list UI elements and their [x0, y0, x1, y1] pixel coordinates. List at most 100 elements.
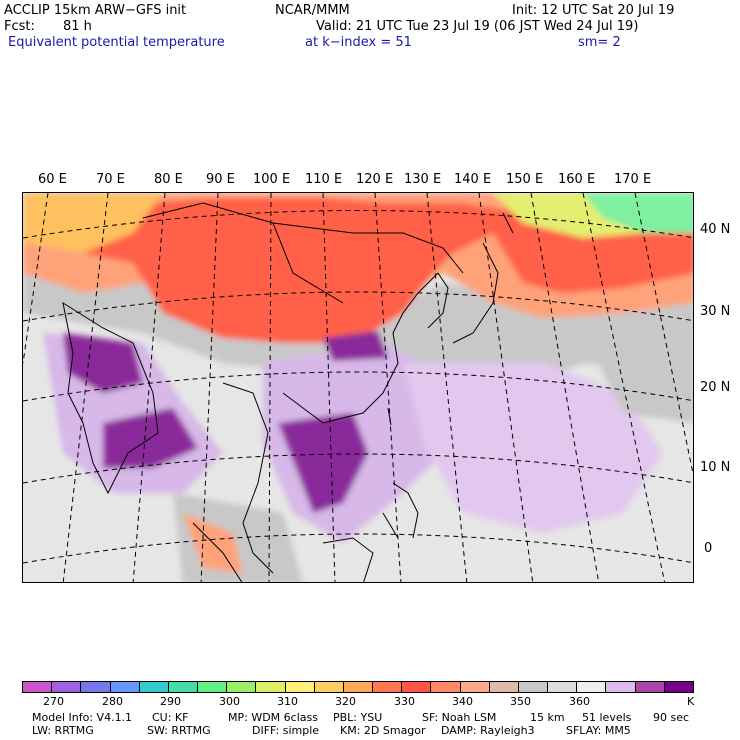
field-name: Equivalent potential temperature: [8, 35, 225, 50]
lon-label: 170 E: [614, 172, 652, 187]
colorbar-swatch: [168, 682, 199, 692]
model-info-sflay: SFLAY: MM5: [566, 724, 631, 737]
coastline-philippines: [382, 482, 419, 539]
colorbar-swatch: [285, 682, 315, 692]
coastline-sumatra: [192, 522, 243, 582]
purple-indochina: [278, 413, 368, 513]
model-info-mp: MP: WDM 6class: [228, 711, 318, 724]
lon-label: 80 E: [154, 172, 183, 187]
colorbar-swatch: [343, 682, 374, 692]
colorbar-swatch: [606, 682, 636, 692]
top-right-green: [583, 193, 693, 233]
colorbar-swatch: [548, 682, 578, 692]
lat-label: 20 N: [700, 380, 731, 395]
lon-label: 140 E: [454, 172, 492, 187]
gray-right: [583, 333, 693, 423]
colorbar-swatch: [139, 682, 169, 692]
model-info-km: KM: 2D Smagor: [340, 724, 426, 737]
colorbar-swatch: [635, 682, 665, 692]
colorbar-label: 270: [43, 695, 64, 708]
level-label: at k−index = 51: [305, 35, 412, 50]
colorbar-label: 330: [394, 695, 415, 708]
graticule-lon-90: [200, 193, 219, 582]
colorbar-swatch: [110, 682, 140, 692]
graticule-lon-100: [268, 193, 272, 582]
colorbar-swatch: [373, 682, 403, 692]
model-info-resolution: 15 km: [530, 711, 565, 724]
model-info-sf: SF: Noah LSM: [422, 711, 497, 724]
lat-label: 0: [704, 541, 713, 556]
model-info-pbl: PBL: YSU: [333, 711, 383, 724]
model-info-version: Model Info: V4.1.1: [32, 711, 133, 724]
coastline-china: [282, 272, 439, 424]
model-info-timestep: 90 sec: [653, 711, 690, 724]
graticule-lon-140: [478, 193, 534, 582]
lon-label: 110 E: [305, 172, 343, 187]
graticule-lon-170: [634, 193, 693, 476]
graticule-lon-130: [426, 193, 468, 582]
border-china-north: [142, 202, 464, 304]
graticule-lon-60: [23, 193, 49, 364]
colorbar-unit: K: [687, 695, 695, 708]
graticule-lon-120: [374, 193, 402, 582]
model-info-levels: 51 levels: [582, 711, 632, 724]
lilac-pacific: [403, 363, 663, 533]
lon-label: 130 E: [404, 172, 442, 187]
graticule-lat-30: [23, 291, 693, 322]
graticule-lon-80: [132, 193, 166, 582]
valid-time: Valid: 21 UTC Tue 23 Jul 19 (06 JST Wed …: [316, 19, 639, 34]
model-title: ACCLIP 15km ARW−GFS init: [4, 3, 187, 18]
model-info-damp: DAMP: Rayleigh3: [441, 724, 535, 737]
lon-label: 120 E: [356, 172, 394, 187]
lon-label: 150 E: [506, 172, 544, 187]
colorbar-label: 280: [102, 695, 123, 708]
graticule-lon-70: [62, 193, 109, 582]
colorbar-swatch: [577, 682, 607, 692]
lon-label: 160 E: [558, 172, 596, 187]
colorbar-swatch: [198, 682, 228, 692]
smooth-label: sm= 2: [578, 35, 621, 50]
colorbar-label: 340: [452, 695, 473, 708]
top-left-warm: [23, 193, 163, 253]
colorbar-swatch: [489, 682, 519, 692]
coastline-korea: [427, 272, 449, 329]
model-info-sw: SW: RRTMG: [147, 724, 211, 737]
equivalent-potential-temperature-map: [22, 192, 694, 583]
graticule-lat-0: [23, 533, 693, 564]
graticule-lon-160: [582, 193, 666, 582]
lat-label: 30 N: [700, 304, 731, 319]
coastline-indochina: [222, 382, 274, 574]
lat-label: 40 N: [700, 222, 731, 237]
model-info-diff: DIFF: simple: [252, 724, 320, 737]
colorbar-swatch: [23, 682, 53, 692]
colorbar-swatch: [431, 682, 461, 692]
colorbar-swatch: [402, 682, 432, 692]
coastline-borneo: [322, 537, 374, 582]
model-info-lw: LW: RRTMG: [32, 724, 94, 737]
colorbar-swatch: [518, 682, 549, 692]
model-info-cu: CU: KF: [152, 711, 189, 724]
coastline-india: [62, 301, 159, 495]
center-label: NCAR/MMM: [275, 3, 350, 18]
graticule-lat-10: [23, 453, 693, 484]
colorbar-label: 310: [277, 695, 298, 708]
graticule-lat-40: [23, 210, 693, 239]
colorbar: [22, 681, 694, 693]
init-time: Init: 12 UTC Sat 20 Jul 19: [512, 3, 675, 18]
fcst-label: Fcst:: [4, 19, 35, 34]
colorbar-swatch: [664, 682, 693, 692]
colorbar-label: 320: [335, 695, 356, 708]
colorbar-swatch: [227, 682, 257, 692]
lon-label: 70 E: [96, 172, 125, 187]
colorbar-swatch: [314, 682, 344, 692]
purple-china: [323, 331, 388, 361]
colorbar-label: 360: [569, 695, 590, 708]
colorbar-label: 350: [510, 695, 531, 708]
colorbar-swatch: [81, 682, 111, 692]
colorbar-swatch: [52, 682, 82, 692]
colorbar-label: 290: [160, 695, 181, 708]
colorbar-swatch: [460, 682, 490, 692]
coastline-taiwan: [387, 407, 392, 426]
graticule-lat-20: [23, 371, 693, 402]
fcst-value: 81 h: [63, 19, 92, 34]
